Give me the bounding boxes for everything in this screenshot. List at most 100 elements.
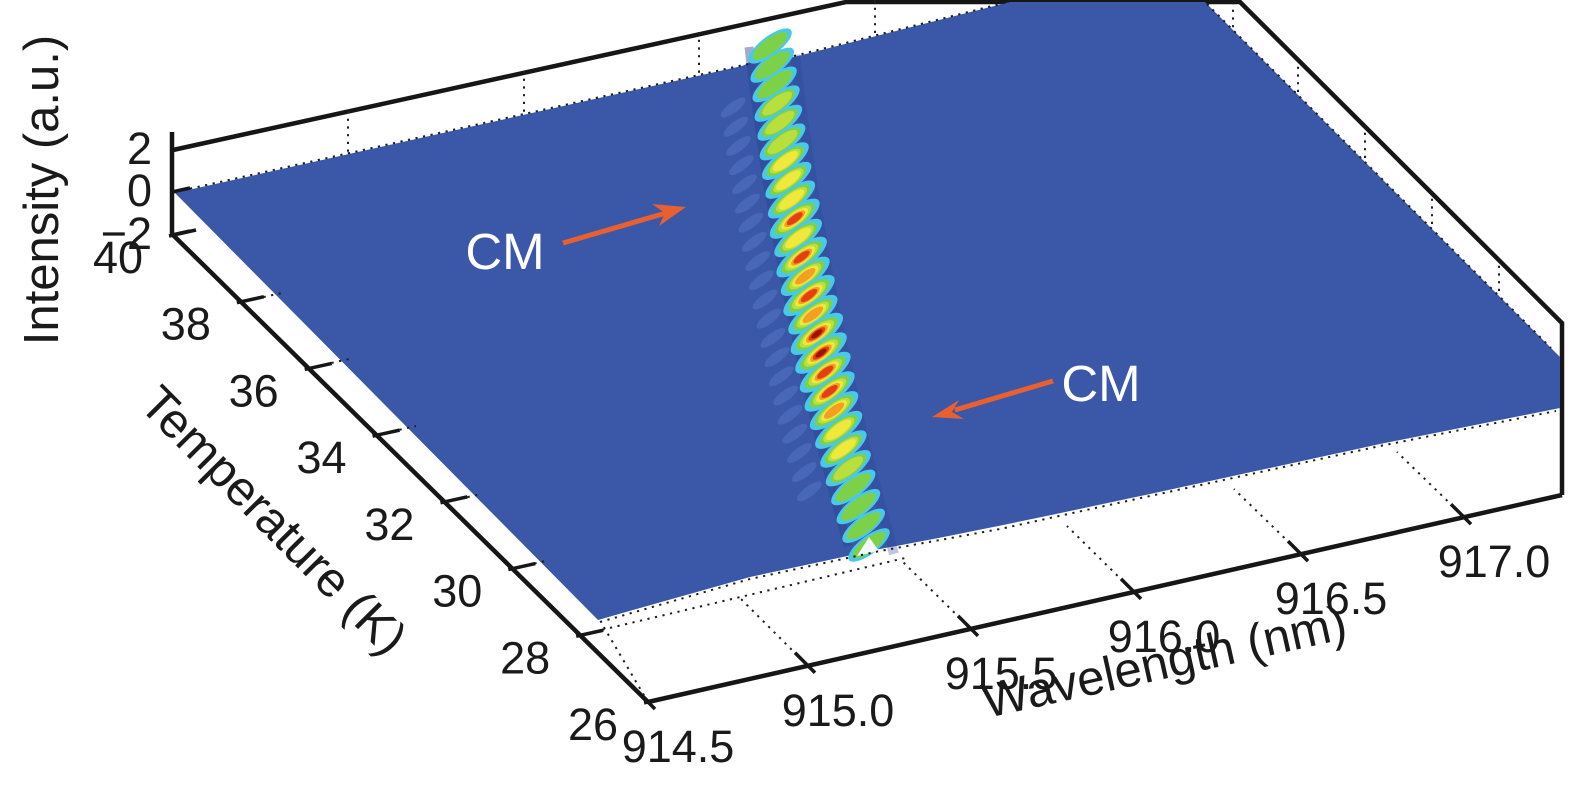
temperature-tick-label: 30 xyxy=(432,566,482,617)
ridge-sidelobe xyxy=(745,251,771,272)
ridge-peak xyxy=(836,489,881,525)
tick-marks xyxy=(168,144,1473,711)
wavelength-tick-label: 917.0 xyxy=(1438,536,1551,587)
axes: 40 38 36 34 32 30 28 26 914.5 915.0 915.5 916.0 916.… xyxy=(93,123,1563,772)
wavelength-tick xyxy=(633,687,657,711)
temperature-tick xyxy=(304,361,333,372)
ridge-sidelobe xyxy=(748,270,774,291)
cm-ridge xyxy=(720,28,899,562)
ridge-sidelobe xyxy=(777,404,803,425)
intensity-tick-label: −2 xyxy=(101,208,152,259)
ridge-peak xyxy=(759,123,806,161)
temperature-tick xyxy=(372,428,400,438)
ridge-peak xyxy=(754,85,800,122)
front-edge-notch xyxy=(857,537,879,556)
ridge-peak xyxy=(842,508,885,543)
temperature-tick-label: 34 xyxy=(297,432,347,483)
cm-left-label: CM xyxy=(465,223,544,280)
boundary-gridlines xyxy=(174,1,1557,623)
ridge-peak xyxy=(752,66,797,103)
intensity-tick-label: 2 xyxy=(127,123,152,174)
ridge-sidelobe xyxy=(735,193,760,214)
ridge-peak xyxy=(799,351,851,393)
ridge-sidelobe xyxy=(787,443,812,463)
temperature-tick-label: 40 xyxy=(93,232,143,283)
ridge-sidelobe xyxy=(741,231,767,252)
ridge-sidelobe xyxy=(764,347,790,368)
ridge-peak xyxy=(795,332,847,374)
temperature-tick-label: 36 xyxy=(229,365,279,416)
cm-right-arrow-head xyxy=(932,400,964,419)
ridge-peak xyxy=(765,161,812,199)
box-top-right-edges xyxy=(172,0,1565,495)
ridge-peak xyxy=(780,256,830,296)
z-axis-title: Intensity (a.u.) xyxy=(15,35,69,345)
wavelength-tick xyxy=(793,651,817,674)
ridge-peak xyxy=(748,28,792,64)
ridge-peak xyxy=(825,450,871,487)
temperature-tick xyxy=(507,561,536,572)
intensity-tick xyxy=(171,229,191,237)
ridge-peak xyxy=(774,218,822,258)
ridge-peak xyxy=(788,294,838,335)
ridge-peak xyxy=(757,104,803,141)
cm-left-arrow-line xyxy=(562,210,667,246)
annotation-cm-right: CM xyxy=(932,355,1141,419)
temperature-tick-label: 38 xyxy=(161,299,211,350)
ridge-sidelobe xyxy=(768,366,794,387)
ridge-sidelobe xyxy=(782,423,808,444)
ridge-peak xyxy=(831,469,876,506)
ridge-sidelobe xyxy=(738,212,764,233)
wavelength-tick xyxy=(1119,577,1143,601)
ridge-peak xyxy=(783,274,835,317)
ridge-sidelobe xyxy=(720,97,746,118)
temperature-tick xyxy=(575,628,604,638)
temperature-tick xyxy=(236,295,265,305)
ridge-sidelobe xyxy=(760,327,786,348)
ridge-peak xyxy=(767,180,816,219)
ridge-peak xyxy=(809,391,859,431)
temperature-tick xyxy=(440,495,468,505)
wavelength-tick-label: 916.0 xyxy=(1108,611,1221,662)
ridge-peak xyxy=(769,198,820,239)
ridge-sidelobe xyxy=(796,481,822,502)
temperature-tick-label: 28 xyxy=(500,632,550,683)
ridge-peak xyxy=(750,47,795,83)
ridge-peak xyxy=(804,371,855,412)
intensity-tick-label: 0 xyxy=(127,165,152,216)
temperature-tick-label: 26 xyxy=(568,699,618,750)
intensity-tick xyxy=(171,186,191,194)
intensity-tick xyxy=(171,144,191,152)
cm-left-arrow-head xyxy=(652,204,686,226)
annotation-cm-left: CM xyxy=(465,204,686,280)
ridge-sidelobe xyxy=(729,155,754,176)
ridge-sidelobe xyxy=(756,308,782,329)
ridge-sidelobe xyxy=(791,462,817,483)
wavelength-axis-line xyxy=(647,492,1563,705)
cm-right-label: CM xyxy=(1061,355,1140,412)
ridge-peak xyxy=(815,410,863,449)
ridge-sidelobe xyxy=(723,116,749,137)
surface xyxy=(175,2,1560,620)
wavelength-tick xyxy=(1286,539,1310,563)
ridge-peak xyxy=(762,142,809,180)
temperature-tick-label: 32 xyxy=(364,499,414,550)
wavelength-tick-label: 916.5 xyxy=(1275,573,1388,624)
wavelength-tick-label: 915.5 xyxy=(945,648,1058,699)
ridge-sidelobe xyxy=(732,174,757,195)
wavelength-tick xyxy=(1449,502,1473,526)
ridge-peak xyxy=(776,236,827,278)
ridge-peak xyxy=(820,430,867,468)
ridge-peak xyxy=(790,312,844,355)
wavelength-tick xyxy=(956,614,980,638)
ridge-sidelobe xyxy=(726,136,751,156)
cm-right-arrow-line xyxy=(954,378,1054,413)
temperature-axis-line xyxy=(171,233,650,704)
wavelength-tick-label: 915.0 xyxy=(782,685,895,736)
backwall-gridlines xyxy=(347,0,1500,296)
ridge-sidelobe xyxy=(752,289,778,310)
wavelength-tick-label: 914.5 xyxy=(622,721,735,772)
tick-labels: 40 38 36 34 32 30 28 26 914.5 915.0 915.5 916.0 916.… xyxy=(93,123,1550,772)
